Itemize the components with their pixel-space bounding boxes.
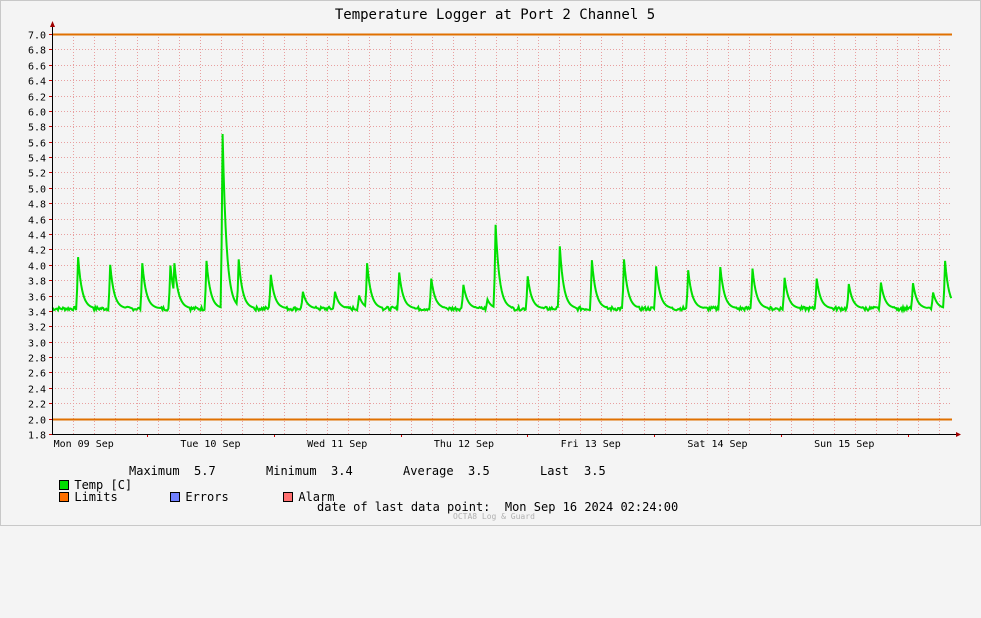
limits-swatch: [59, 492, 70, 502]
x-tick-label: Thu 12 Sep: [434, 439, 494, 450]
y-tick-label: 3.0: [28, 339, 46, 350]
legend-limits-label: Limits: [74, 490, 118, 504]
alarm-swatch: [283, 492, 294, 502]
y-tick-label: 2.2: [28, 400, 46, 411]
chart-title: Temperature Logger at Port 2 Channel 5: [335, 7, 655, 23]
y-tick-label: 2.0: [28, 416, 46, 427]
y-tick-label: 2.8: [28, 354, 46, 365]
x-tick-label: Sat 14 Sep: [687, 439, 747, 450]
y-tick-label: 7.0: [28, 31, 46, 42]
legend-alarm-label: Alarm: [298, 490, 335, 504]
y-tick-label: 4.4: [28, 231, 46, 242]
y-axis-arrow: [50, 21, 55, 27]
series-layer: [51, 133, 953, 314]
grid-lines: [52, 34, 952, 435]
last-data-point-label: date of last data point:: [317, 500, 491, 514]
legend-temp-label: Temp [C]: [74, 478, 133, 492]
legend-limits: Limits: [16, 476, 118, 518]
y-tick-label: 3.4: [28, 308, 46, 319]
temp-series-line: [51, 133, 953, 314]
y-tick-label: 2.6: [28, 369, 46, 380]
y-tick-label: 4.6: [28, 216, 46, 227]
x-tick-label: Fri 13 Sep: [561, 439, 621, 450]
legend-temp: Temp [C]: [16, 464, 132, 506]
legend-minimum-label: Minimum: [266, 464, 317, 478]
limit-lines: [52, 33, 952, 421]
legend-average-label: Average: [403, 464, 454, 478]
y-tick-label: 2.4: [28, 385, 46, 396]
watermark: OCTA8 Log & Guard: [453, 512, 535, 521]
y-tick-label: 4.8: [28, 200, 46, 211]
legend-alarm: Alarm: [240, 476, 334, 518]
y-tick-label: 4.2: [28, 246, 46, 257]
y-tick-label: 1.8: [28, 431, 46, 442]
last-data-point-value: Mon Sep 16 2024 02:24:00: [504, 500, 679, 514]
y-tick-label: 5.2: [28, 169, 46, 180]
y-tick-label: 4.0: [28, 262, 46, 273]
x-tick-label: Wed 11 Sep: [307, 439, 367, 450]
y-tick-label: 3.6: [28, 293, 46, 304]
y-tick-label: 5.4: [28, 154, 46, 165]
y-tick-label: 3.8: [28, 277, 46, 288]
temp-swatch: [59, 480, 70, 490]
legend-errors-label: Errors: [185, 490, 229, 504]
legend-minimum-value: 3.4: [331, 464, 353, 478]
y-tick-label: 6.6: [28, 62, 46, 73]
axes: [50, 21, 961, 437]
legend-row-2: Limits Errors Alarm: [16, 476, 416, 504]
y-tick-label: 5.0: [28, 185, 46, 196]
chart-frame: Temperature Logger at Port 2 Channel 5 1…: [0, 0, 981, 526]
x-tick-label: Tue 10 Sep: [180, 439, 240, 450]
legend-errors: Errors: [127, 476, 229, 518]
y-tick-label: 3.2: [28, 323, 46, 334]
legend-row-1: Temp [C] Maximum 5.7 Minimum 3.4 Average…: [16, 464, 716, 492]
legend-average-value: 3.5: [468, 464, 490, 478]
x-tick-label: Mon 09 Sep: [54, 439, 114, 450]
x-tick-label: Sun 15 Sep: [814, 439, 874, 450]
y-tick-label: 6.2: [28, 93, 46, 104]
legend-maximum-value: 5.7: [194, 464, 216, 478]
last-data-point: date of last data point: Mon Sep 16 2024…: [317, 500, 678, 514]
legend-last-value: 3.5: [584, 464, 606, 478]
y-tick-label: 6.0: [28, 108, 46, 119]
y-axis-ticks: 1.8 2.0 2.2 2.4 2.6 2.8 3.0 3.2 3.4 3.6 3.8 4.0 4.2 4…: [28, 31, 52, 442]
y-tick-label: 6.8: [28, 46, 46, 57]
y-tick-label: 5.8: [28, 123, 46, 134]
legend-maximum-label: Maximum: [129, 464, 180, 478]
temperature-chart: Temperature Logger at Port 2 Channel 5 1…: [28, 7, 961, 450]
y-tick-label: 6.4: [28, 77, 46, 88]
x-axis-ticks: Mon 09 Sep Tue 10 Sep Wed 11 Sep Thu 12 Sep…: [54, 434, 909, 450]
legend-last-label: Last: [540, 464, 569, 478]
x-axis-arrow: [956, 432, 961, 437]
errors-swatch: [170, 492, 181, 502]
y-tick-label: 5.6: [28, 139, 46, 150]
